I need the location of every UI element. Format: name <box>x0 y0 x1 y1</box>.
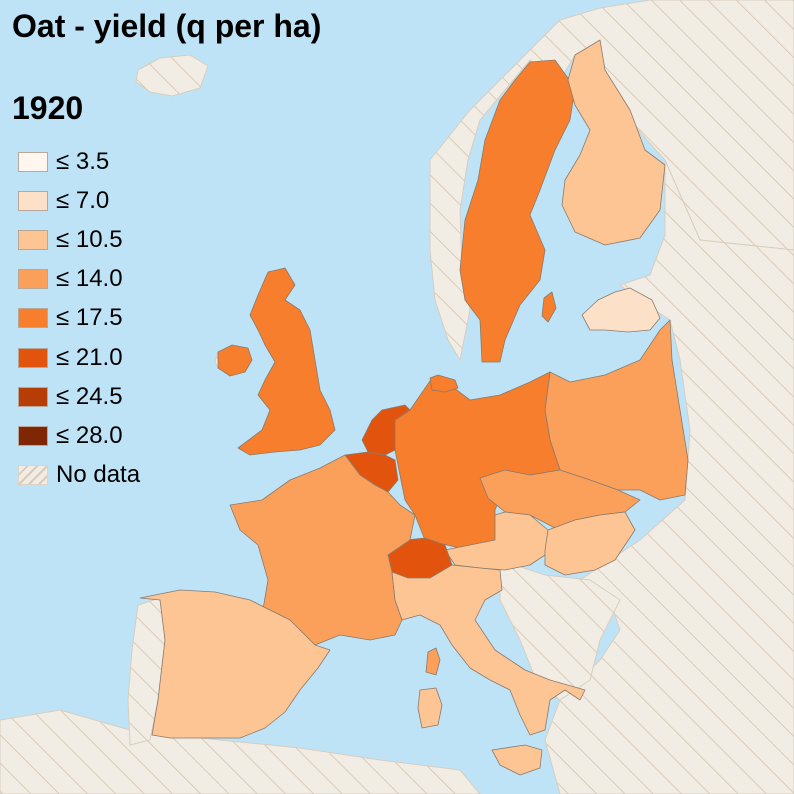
legend-item: No data <box>18 456 140 495</box>
country-hungary <box>544 511 636 576</box>
legend-label: ≤ 3.5 <box>56 147 110 175</box>
legend-item: ≤ 28.0 <box>18 416 140 455</box>
legend-item: ≤ 21.0 <box>18 338 140 377</box>
legend-swatch <box>18 308 48 329</box>
country-north-africa <box>0 709 481 794</box>
legend-item: ≤ 17.5 <box>18 299 140 338</box>
country-united-kingdom <box>237 267 336 456</box>
legend-swatch <box>18 190 48 211</box>
legend-swatch <box>18 386 48 407</box>
legend-label: No data <box>56 461 141 489</box>
country-balkans <box>499 559 621 701</box>
legend-swatch <box>18 269 48 290</box>
country-iceland <box>135 54 209 97</box>
legend-swatch <box>18 425 48 446</box>
legend-label: ≤ 24.5 <box>56 382 123 410</box>
legend-item: ≤ 7.0 <box>18 181 140 220</box>
country-latvia <box>581 287 661 333</box>
legend-swatch <box>18 151 48 172</box>
legend-item: ≤ 24.5 <box>18 377 140 416</box>
legend-label: ≤ 7.0 <box>56 186 110 214</box>
legend-item: ≤ 14.0 <box>18 260 140 299</box>
country-corsica <box>425 647 441 676</box>
country-italy <box>391 564 586 736</box>
legend: ≤ 3.5 ≤ 7.0 ≤ 10.5 ≤ 14.0 ≤ 17.5 ≤ 21.0 … <box>18 142 140 495</box>
country-spain <box>139 589 331 739</box>
country-ireland <box>217 344 253 377</box>
country-sardinia <box>417 687 443 729</box>
legend-label: ≤ 10.5 <box>56 225 123 253</box>
legend-label: ≤ 17.5 <box>56 304 123 332</box>
country-norway <box>429 0 794 362</box>
legend-swatch-no-data <box>18 465 48 486</box>
country-sweden <box>459 59 576 363</box>
country-sicily <box>491 744 543 776</box>
legend-label: ≤ 28.0 <box>56 421 123 449</box>
legend-item: ≤ 3.5 <box>18 142 140 181</box>
countries <box>139 39 689 776</box>
legend-item: ≤ 10.5 <box>18 220 140 259</box>
legend-label: ≤ 14.0 <box>56 265 123 293</box>
country-finland <box>561 39 666 246</box>
legend-label: ≤ 21.0 <box>56 343 123 371</box>
legend-swatch <box>18 229 48 250</box>
country-gotland <box>541 291 557 323</box>
country-denmark <box>429 374 459 393</box>
legend-swatch <box>18 347 48 368</box>
map-year: 1920 <box>12 90 84 126</box>
map-title: Oat - yield (q per ha) <box>12 8 322 44</box>
